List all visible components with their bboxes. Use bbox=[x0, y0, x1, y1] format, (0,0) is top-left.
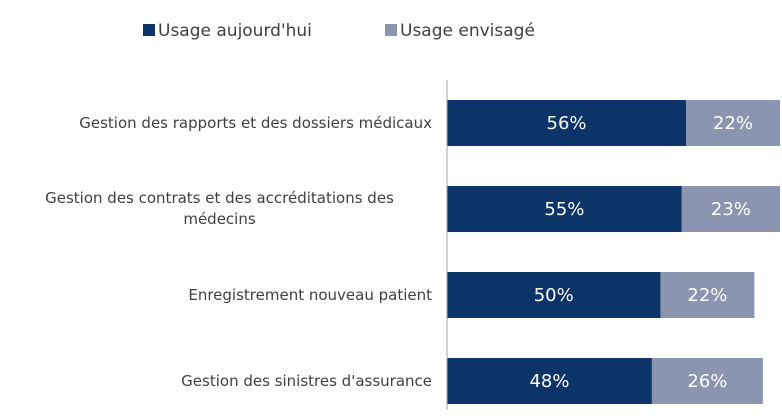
value-label: 55% bbox=[544, 199, 584, 220]
bar-segment bbox=[447, 100, 687, 146]
value-label: 22% bbox=[687, 285, 727, 306]
bar-segment bbox=[651, 358, 763, 404]
value-label: 56% bbox=[547, 113, 587, 134]
category-label-box: Gestion des contrats et des accréditatio… bbox=[7, 186, 432, 232]
category-label: Gestion des rapports et des dossiers méd… bbox=[79, 113, 432, 132]
bar-segment bbox=[686, 100, 780, 146]
bar-segment bbox=[447, 186, 682, 232]
bar-segment bbox=[681, 186, 780, 232]
bar-segment bbox=[447, 358, 652, 404]
bar-segment bbox=[447, 272, 661, 318]
legend-swatch bbox=[143, 24, 155, 36]
category-label-box: Gestion des sinistres d'assurance bbox=[181, 358, 432, 404]
category-label-box: Gestion des rapports et des dossiers méd… bbox=[79, 100, 432, 146]
legend-swatch bbox=[385, 24, 397, 36]
legend-label: Usage envisagé bbox=[400, 21, 535, 41]
category-label: Enregistrement nouveau patient bbox=[188, 285, 432, 304]
bar-segment bbox=[660, 272, 755, 318]
value-label: 23% bbox=[711, 199, 751, 220]
value-label: 26% bbox=[687, 371, 727, 392]
category-label-box: Enregistrement nouveau patient bbox=[188, 272, 432, 318]
category-label: Gestion des contrats et des accréditatio… bbox=[45, 189, 394, 228]
value-label: 50% bbox=[534, 285, 574, 306]
value-label: 48% bbox=[529, 371, 569, 392]
value-label: 22% bbox=[713, 113, 753, 134]
legend-label: Usage aujourd'hui bbox=[158, 21, 312, 41]
category-label: Gestion des sinistres d'assurance bbox=[181, 371, 432, 390]
